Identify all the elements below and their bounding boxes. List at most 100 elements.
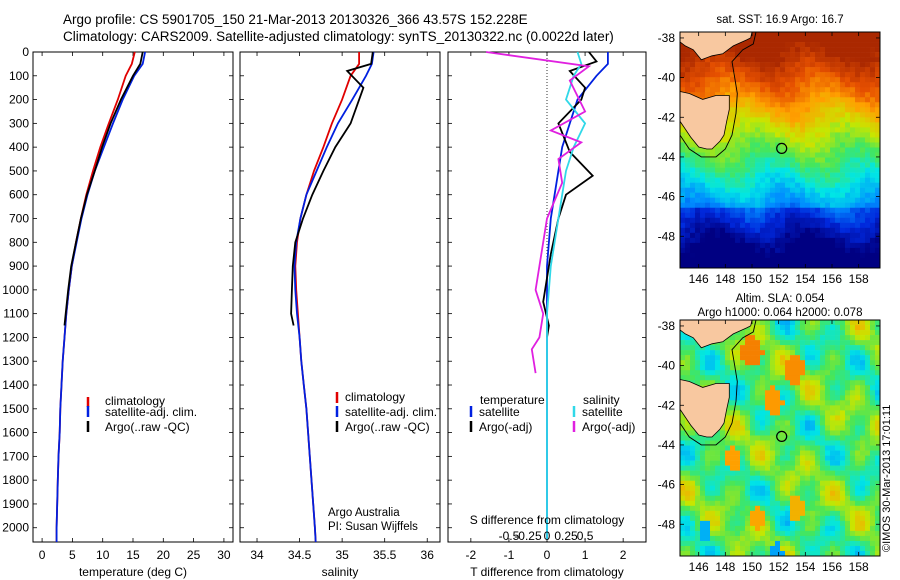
map-lon-tick: 156: [822, 560, 842, 574]
imos-side-label: ©IMOS 30-Mar-2013 17:01:11: [881, 405, 893, 552]
salinity-xlabel: salinity: [322, 565, 359, 579]
depth-tick-label: 1000: [2, 283, 29, 297]
x-tick-label: 10: [96, 548, 110, 562]
series-line-argo-raw-qc-: [63, 51, 144, 326]
depth-tick-label: 400: [9, 140, 29, 154]
depth-tick-label: 1400: [2, 378, 29, 392]
depth-tick-label: 1300: [2, 354, 29, 368]
x-tick-label: 30: [217, 548, 231, 562]
map-lon-tick: 156: [822, 272, 842, 286]
depth-tick-label: 1700: [2, 449, 29, 463]
difference-legend: temperature salinity satellite Argo(-adj…: [469, 393, 635, 434]
s-tick-label: 0: [544, 529, 551, 543]
argo-position-marker: [776, 142, 788, 154]
series-line-salinity-argo-adj-: [485, 51, 592, 374]
depth-tick-label: 1500: [2, 402, 29, 416]
map-lat-tick: -38: [658, 319, 676, 333]
depth-tick-label: 1200: [2, 330, 29, 344]
argo-position-marker: [776, 430, 788, 442]
x-tick-label: 34: [250, 548, 264, 562]
x-tick-label: -2: [466, 548, 477, 562]
depth-tick-label: 1100: [3, 307, 29, 321]
temperature-xlabel: temperature (deg C): [79, 565, 187, 579]
x-tick-label: 20: [157, 548, 171, 562]
map-lon-tick: 158: [849, 272, 869, 286]
legend-t-satellite: satellite: [479, 405, 520, 419]
depth-tick-label: 100: [9, 69, 29, 83]
x-tick-label: 0: [39, 548, 46, 562]
depth-tick-label: 500: [9, 164, 29, 178]
salinity-legend: climatology satellite-adj. clim. Argo(..…: [335, 390, 437, 434]
x-tick-label: 1: [582, 548, 589, 562]
map-lat-tick: -44: [658, 438, 676, 452]
map-lon-tick: 148: [715, 272, 735, 286]
sla-map-title1: Altim. SLA: 0.054: [736, 293, 825, 305]
legend-satellite-adj: satellite-adj. clim.: [105, 405, 197, 419]
map-lat-tick: -48: [658, 517, 676, 531]
depth-tick-label: 900: [9, 259, 29, 273]
map-lat-tick: -40: [658, 359, 676, 373]
pi-note: PI: Susan Wijffels: [328, 521, 418, 533]
depth-tick-label: 0: [22, 45, 29, 59]
legend-climatology: climatology: [345, 390, 405, 404]
series-line-argo-raw-qc-: [290, 51, 374, 326]
argo-australia-note: Argo Australia: [328, 507, 400, 519]
map-lat-tick: -38: [658, 31, 676, 45]
legend-t-argo: Argo(-adj): [479, 420, 532, 434]
depth-tick-label: 1600: [2, 426, 29, 440]
legend-s-argo: Argo(-adj): [582, 420, 635, 434]
s-difference-label: S difference from climatology: [470, 513, 625, 527]
map-lat-tick: -48: [658, 229, 676, 243]
legend-argo: Argo(..raw -QC): [345, 420, 430, 434]
map-lat-tick: -40: [658, 71, 676, 85]
map-lon-tick: 158: [849, 560, 869, 574]
x-tick-label: 36: [421, 548, 435, 562]
s-tick-label: -0.25: [514, 529, 542, 543]
x-tick-label: 35: [335, 548, 349, 562]
legend-s-satellite: satellite: [582, 405, 623, 419]
x-tick-label: 25: [187, 548, 201, 562]
map-lon-tick: 150: [742, 560, 762, 574]
map-lat-tick: -46: [658, 478, 676, 492]
series-line-satellite-adj-clim-: [293, 51, 375, 543]
map-lon-tick: 150: [742, 272, 762, 286]
map-lon-tick: 152: [769, 272, 789, 286]
map-lon-tick: 152: [769, 560, 789, 574]
map-lat-tick: -44: [658, 150, 676, 164]
depth-tick-label: 700: [9, 212, 29, 226]
map-lon-tick: 146: [689, 560, 709, 574]
x-tick-label: 35.5: [373, 548, 397, 562]
series-line-salinity-satellite: [546, 51, 587, 540]
map-lat-tick: -46: [658, 190, 676, 204]
x-tick-label: 2: [620, 548, 627, 562]
map-lon-tick: 154: [795, 560, 815, 574]
difference-panel: -2 -1 0 1 2 T difference from climatology S …: [447, 51, 647, 579]
header-line2: Climatology: CARS2009. Satellite-adjuste…: [63, 29, 614, 44]
legend-satellite-adj: satellite-adj. clim.: [345, 405, 437, 419]
temperature-legend: climatology satellite-adj. clim. Argo(..…: [86, 394, 197, 434]
map-lon-tick: 148: [715, 560, 735, 574]
map-lon-tick: 146: [689, 272, 709, 286]
sla-map: Altim. SLA: 0.054 Argo h1000: 0.064 h200…: [658, 293, 881, 574]
depth-tick-label: 800: [9, 235, 29, 249]
x-tick-label: -1: [504, 548, 515, 562]
temperature-panel: 0100200300400500600700800900100011001200…: [2, 45, 234, 579]
legend-climatology: climatology: [105, 394, 165, 408]
legend-salinity-title: salinity: [583, 393, 620, 407]
depth-tick-label: 600: [9, 188, 29, 202]
sla-map-title2: Argo h1000: 0.064 h2000: 0.078: [698, 307, 863, 319]
sst-map-title: sat. SST: 16.9 Argo: 16.7: [716, 14, 843, 26]
s-tick-label: 0.25: [554, 529, 578, 543]
sst-map: sat. SST: 16.9 Argo: 16.7 146 148 150 152 15…: [658, 14, 881, 286]
s-tick-label: -0.5: [499, 529, 520, 543]
x-tick-label: 0: [544, 548, 551, 562]
x-tick-label: 5: [69, 548, 76, 562]
legend-temperature-title: temperature: [480, 393, 545, 407]
temperature-axes-box: [32, 51, 234, 543]
map-lon-tick: 154: [795, 272, 815, 286]
s-tick-label: 0.5: [577, 529, 594, 543]
depth-tick-label: 1900: [2, 497, 29, 511]
depth-tick-label: 1800: [2, 473, 29, 487]
difference-xlabel: T difference from climatology: [470, 565, 624, 579]
